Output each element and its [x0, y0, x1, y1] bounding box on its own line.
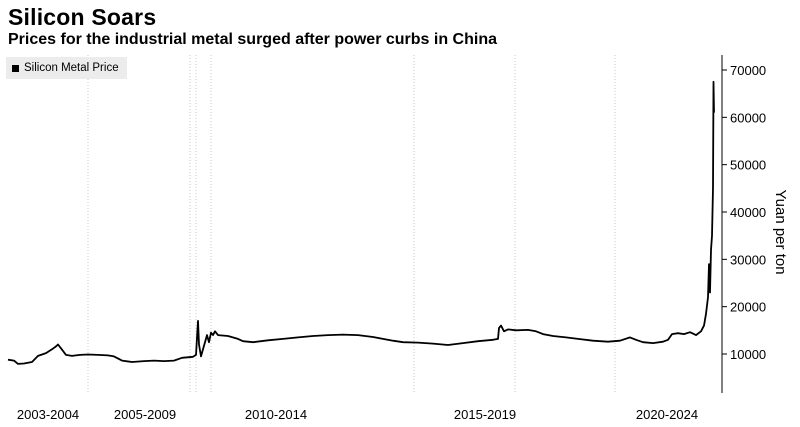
x-axis-labels: 2003-2004 2005-2009 2010-2014 2015-2019 2020…: [17, 407, 698, 422]
chart-legend: Silicon Metal Price: [6, 57, 127, 79]
x-tick-label: 2020-2024: [636, 407, 698, 422]
y-tick-label: 60000: [730, 110, 766, 125]
legend-swatch: [12, 64, 19, 72]
chart-title: Silicon Soars: [8, 4, 157, 30]
legend-label: Silicon Metal Price: [24, 62, 119, 74]
y-tick-label: 70000: [730, 63, 766, 78]
y-tick-label: 10000: [730, 347, 766, 362]
y-tick-label: 50000: [730, 158, 766, 173]
y-axis-ticks: 10000 20000 30000 40000 50000 60000 70000: [722, 63, 766, 362]
y-axis-label: Yuan per ton: [772, 189, 789, 274]
x-tick-label: 2010-2014: [245, 407, 307, 422]
chart-subtitle: Prices for the industrial metal surged a…: [8, 31, 497, 48]
x-tick-label: 2015-2019: [454, 407, 516, 422]
y-tick-label: 40000: [730, 205, 766, 220]
y-tick-label: 30000: [730, 252, 766, 267]
series-line-silicon-metal-price: [7, 80, 715, 365]
x-tick-label: 2003-2004: [17, 407, 79, 422]
y-tick-label: 20000: [730, 300, 766, 315]
x-tick-label: 2005-2009: [114, 407, 176, 422]
vertical-gridlines: [87, 55, 616, 393]
